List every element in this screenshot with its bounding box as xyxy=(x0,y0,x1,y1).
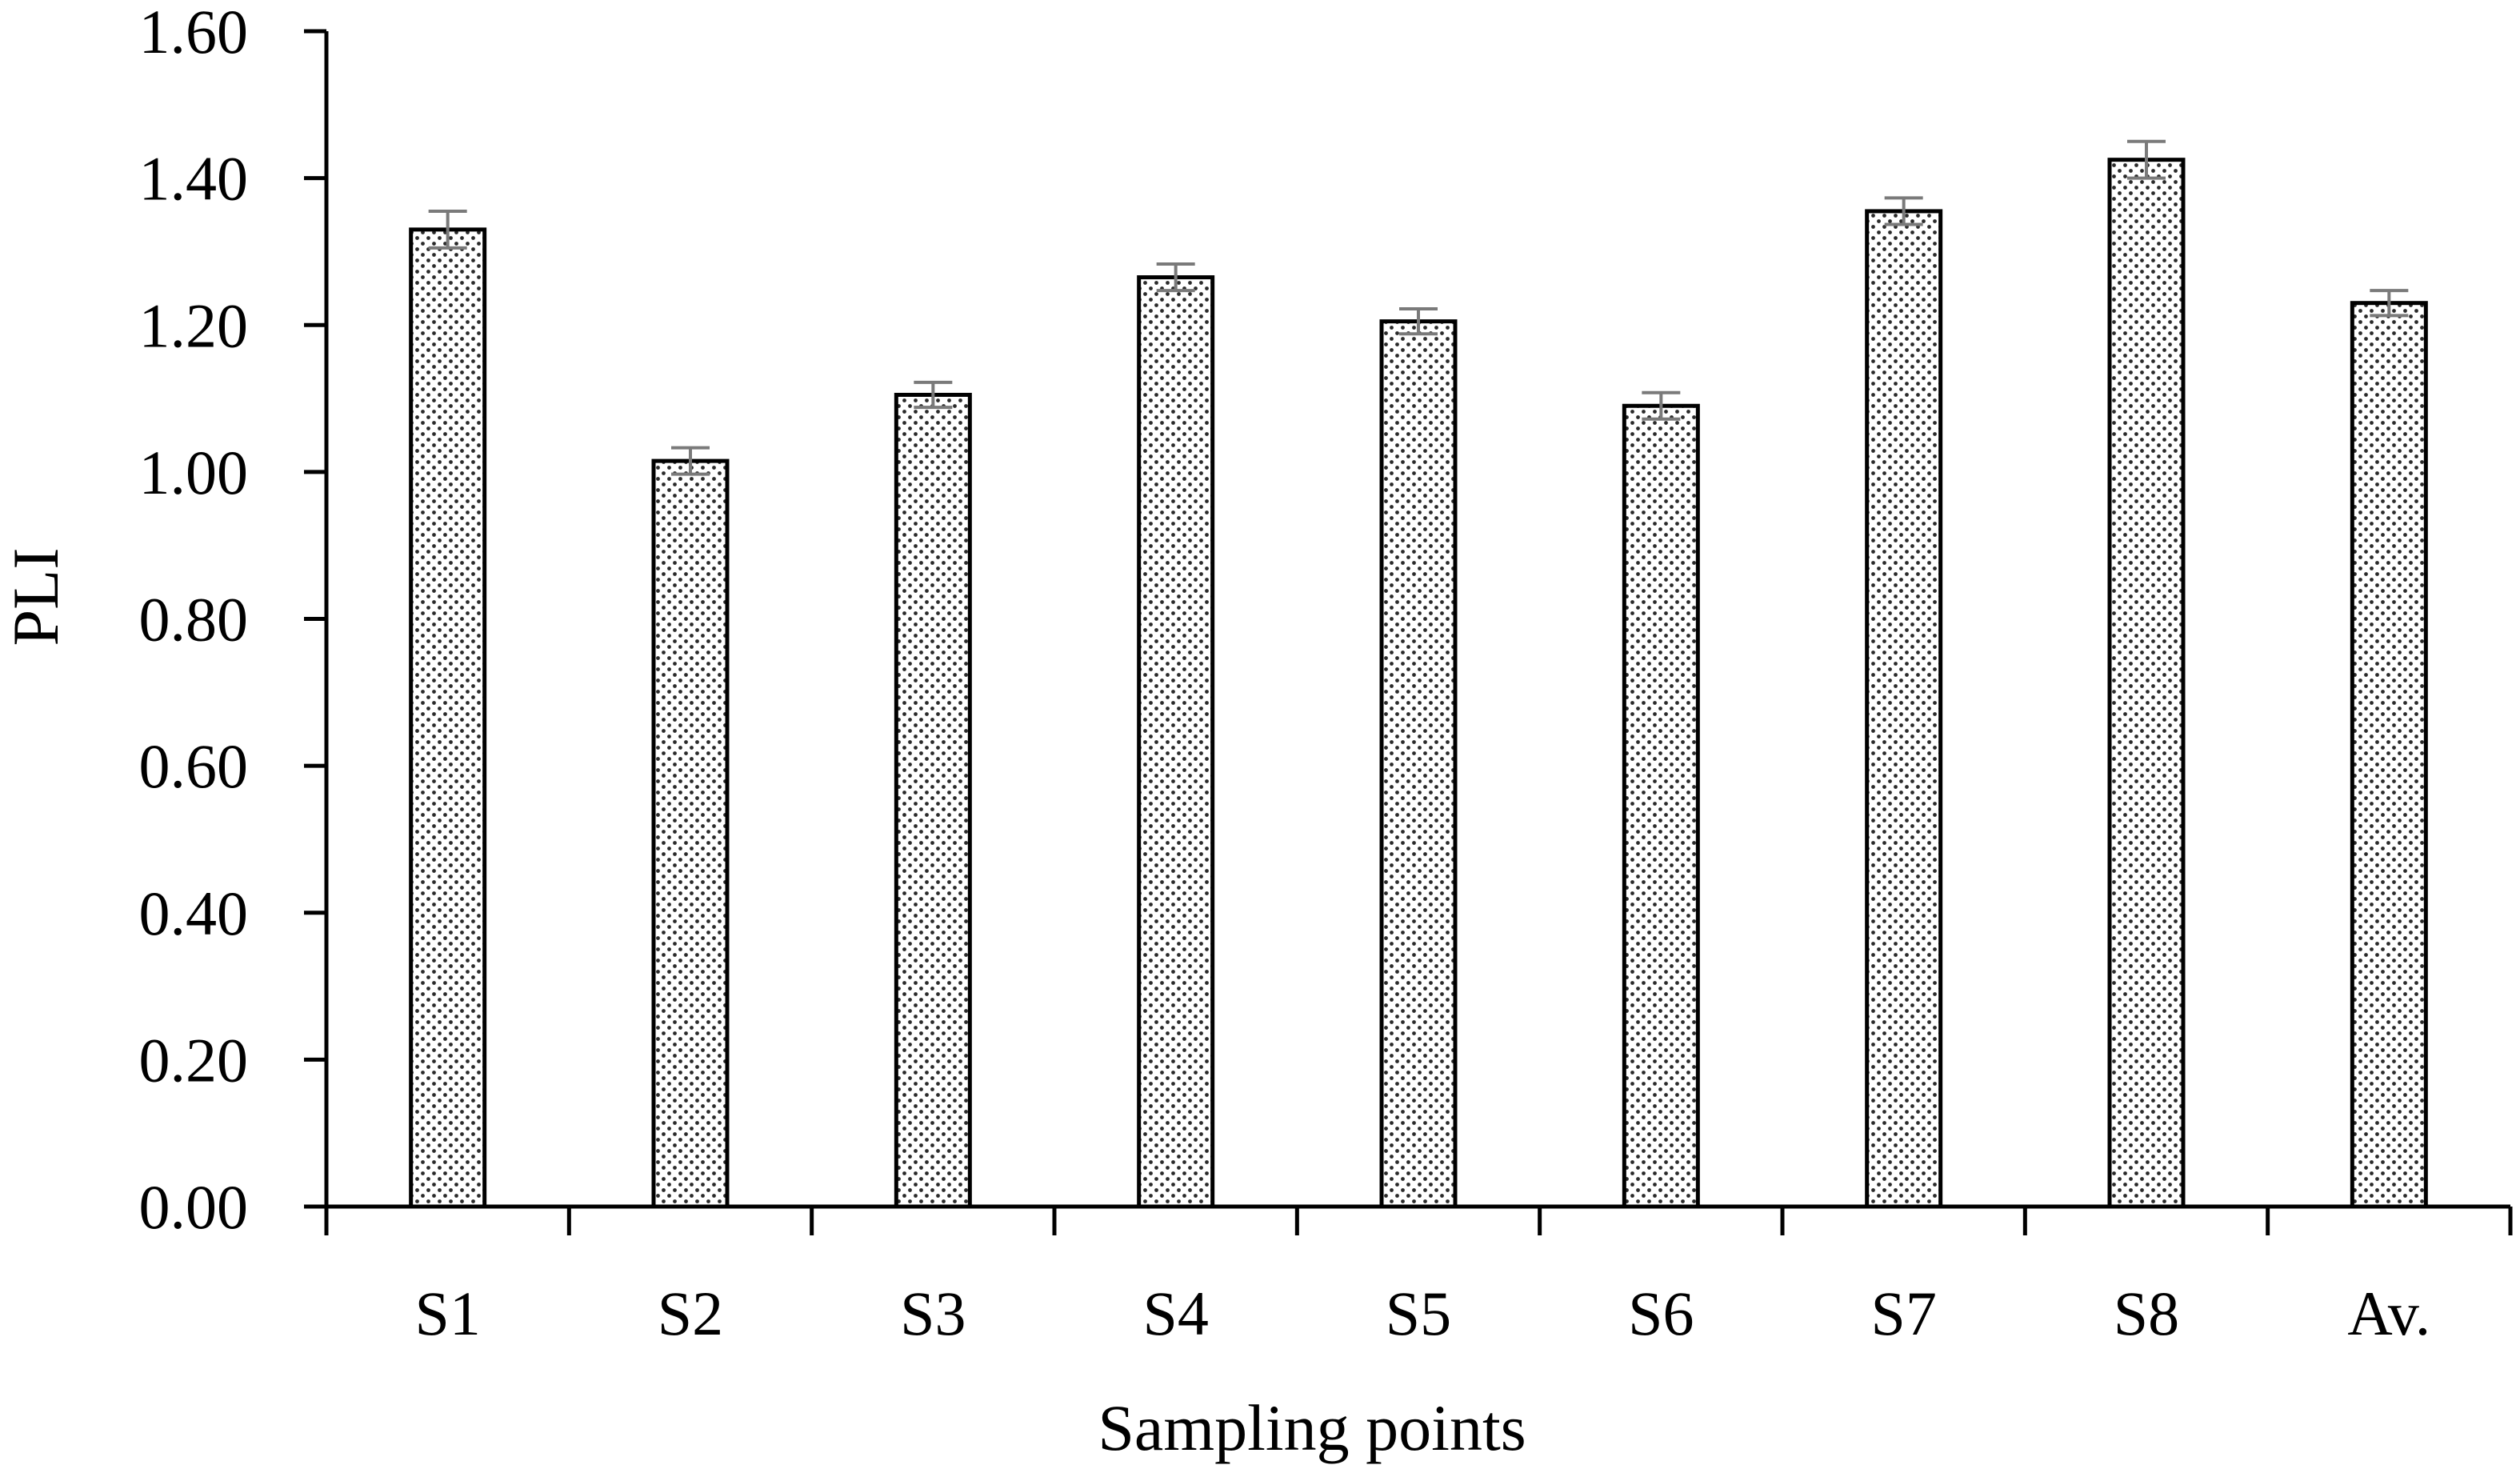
x-tick-label: S7 xyxy=(1870,1279,1936,1348)
bar-s3 xyxy=(894,392,972,1209)
x-tick-label: S5 xyxy=(1386,1279,1451,1348)
bar-s7 xyxy=(1865,209,1943,1209)
bar-s8 xyxy=(2107,158,2186,1209)
y-axis-title: PLI xyxy=(0,548,72,646)
error-bar-s6 xyxy=(1642,390,1681,421)
error-bar-av xyxy=(2370,289,2409,318)
error-bar-s8 xyxy=(2127,139,2166,180)
bar-s1 xyxy=(409,227,487,1209)
error-bar-s5 xyxy=(1399,307,1438,336)
x-tick-label: S4 xyxy=(1142,1279,1208,1348)
axes-layer xyxy=(304,29,2513,1235)
y-tick-label: 0.60 xyxy=(139,731,249,801)
error-bar-s3 xyxy=(914,380,953,410)
error-bar-s4 xyxy=(1156,262,1195,293)
y-tick-label: 1.20 xyxy=(139,290,249,360)
y-tick-label: 1.60 xyxy=(139,0,249,66)
y-tick-label: 0.80 xyxy=(139,585,249,654)
x-tick-label: S2 xyxy=(658,1279,723,1348)
error-bar-s2 xyxy=(671,446,710,476)
bar-s6 xyxy=(1622,403,1700,1209)
labels-layer: S1 S2 S3 S4 S5 S6 S7 S8 Av. 0.00 0.20 0.40 0.60 0.80 1… xyxy=(139,0,2431,1348)
bar-s4 xyxy=(1137,275,1215,1209)
error-bar-s1 xyxy=(428,209,467,250)
x-tick-label: S3 xyxy=(900,1279,966,1348)
y-tick-label: 1.40 xyxy=(139,144,249,214)
bar-s5 xyxy=(1379,319,1458,1209)
x-tick-label: Av. xyxy=(2347,1279,2430,1348)
bar-s2 xyxy=(651,458,730,1209)
x-tick-label: S8 xyxy=(2114,1279,2179,1348)
bar-av xyxy=(2350,301,2428,1209)
x-tick-label: S1 xyxy=(414,1279,480,1348)
y-tick-label: 0.20 xyxy=(139,1025,249,1095)
y-tick-label: 1.00 xyxy=(139,438,249,507)
x-tick-label: S6 xyxy=(1628,1279,1694,1348)
y-tick-label: 0.40 xyxy=(139,879,249,948)
error-bar-s7 xyxy=(1884,196,1923,226)
x-axis-title: Sampling points xyxy=(1098,1391,1526,1464)
y-tick-label: 0.00 xyxy=(139,1172,249,1242)
error-bars-layer xyxy=(428,139,2409,476)
